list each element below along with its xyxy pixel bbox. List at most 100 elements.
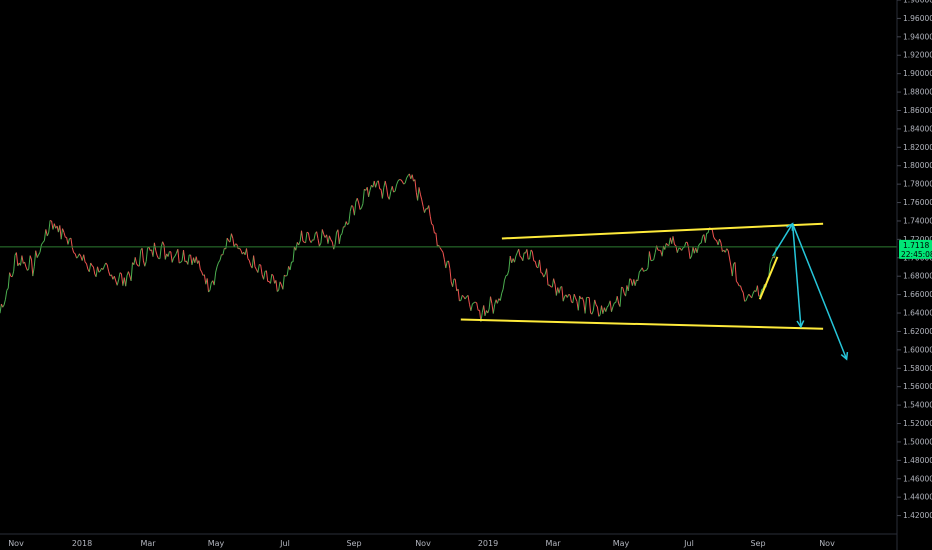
price-segment [515, 252, 518, 257]
price-segment [144, 261, 147, 267]
price-axis[interactable]: 1.98000 1.96000 1.94000 1.92000 1.90000 1.880… [897, 0, 932, 520]
price-segment [162, 241, 165, 246]
price-segment [621, 286, 623, 289]
price-segment [561, 286, 564, 302]
price-axis-tick-label: 1.92000 [903, 51, 932, 60]
price-segment [504, 275, 507, 281]
price-segment [377, 180, 381, 189]
time-axis[interactable]: Nov 2018 Mar May Jul Sep Nov 2019 Mar May Jul Sep No… [8, 539, 835, 548]
time-axis-tick-label: Jul [279, 539, 290, 548]
price-segment [391, 186, 395, 193]
price-segment [239, 248, 242, 251]
upper-trendline[interactable] [501, 222, 824, 240]
price-segment [634, 279, 637, 286]
price-segment [327, 235, 330, 244]
price-segment [699, 242, 702, 245]
price-segment [183, 250, 186, 262]
price-segment [305, 232, 308, 243]
price-segment [187, 254, 190, 265]
price-segment [15, 252, 19, 266]
time-axis-tick-label: Sep [750, 539, 765, 548]
price-segment [602, 307, 605, 314]
price-segment [737, 282, 740, 287]
price-segment [13, 255, 16, 272]
price-segment [769, 259, 773, 264]
time-axis-tick-label: 2019 [478, 539, 498, 548]
price-segment [452, 278, 455, 287]
price-segment [646, 267, 649, 271]
current-price-label: 1.7118 [903, 241, 929, 250]
time-axis-tick-label: Nov [8, 539, 24, 548]
price-segment [248, 260, 252, 266]
price-segment [235, 243, 238, 245]
price-segment [519, 255, 522, 258]
price-segment [24, 261, 27, 268]
price-segment [138, 250, 142, 267]
price-segment [358, 202, 361, 210]
price-segment [120, 273, 124, 286]
price-segment [741, 289, 744, 293]
price-segment [616, 296, 620, 304]
price-segment [713, 236, 716, 240]
price-segment [36, 254, 40, 258]
price-segment [406, 175, 409, 179]
price-axis-tick-label: 1.98000 [903, 0, 932, 5]
up-leg-line[interactable] [758, 256, 779, 300]
price-segment [318, 242, 322, 247]
price-segment [285, 274, 288, 277]
price-segment [472, 302, 475, 305]
price-segment [320, 229, 323, 244]
projection-down-arrow[interactable] [791, 223, 802, 327]
time-axis-tick-label: Nov [415, 539, 431, 548]
price-segment [638, 269, 642, 273]
price-axis-tick-label: 1.58000 [903, 364, 932, 373]
price-segment [76, 256, 79, 259]
price-segment [704, 233, 708, 243]
projection-up-arrow[interactable] [772, 223, 794, 257]
price-segment [388, 191, 392, 200]
price-segment [46, 232, 50, 237]
price-segment [400, 179, 403, 182]
price-segment [156, 255, 159, 259]
price-segment [102, 265, 105, 270]
price-segment [340, 233, 343, 236]
price-segment [260, 265, 263, 275]
time-axis-tick-label: Jul [683, 539, 694, 548]
price-segment [191, 257, 194, 266]
price-segment [317, 238, 320, 247]
price-segment [514, 255, 517, 263]
price-segment [155, 250, 158, 256]
price-segment [201, 271, 204, 276]
price-segment [421, 199, 424, 207]
price-segment [263, 271, 266, 280]
projection-long-arrow[interactable] [791, 223, 848, 360]
current-price-badge: 1.7118 22:45:08 [899, 239, 932, 259]
price-segment [428, 205, 431, 217]
price-segment [240, 250, 243, 255]
time-axis-tick-label: Nov [819, 539, 835, 548]
price-segment [594, 299, 597, 305]
price-segment [35, 250, 38, 258]
price-segment [345, 221, 348, 225]
price-segment [265, 270, 269, 282]
price-segment [454, 279, 458, 291]
price-segment [362, 189, 365, 204]
lower-trendline[interactable] [460, 318, 824, 330]
price-segment [141, 248, 144, 261]
price-segment [425, 208, 428, 210]
price-segment [736, 280, 739, 284]
drawing-annotations[interactable] [460, 222, 849, 361]
price-segment [502, 280, 505, 290]
price-segment [306, 231, 309, 234]
price-segment [768, 263, 771, 277]
price-axis-tick-label: 1.48000 [903, 456, 932, 465]
price-segment [659, 249, 661, 252]
price-segment [661, 245, 664, 257]
price-axis-tick-label: 1.66000 [903, 290, 932, 299]
price-segment [464, 296, 468, 300]
price-segment [53, 223, 57, 229]
price-segment [714, 239, 717, 242]
price-axis-tick-label: 1.88000 [903, 88, 932, 97]
price-segment [353, 202, 357, 216]
